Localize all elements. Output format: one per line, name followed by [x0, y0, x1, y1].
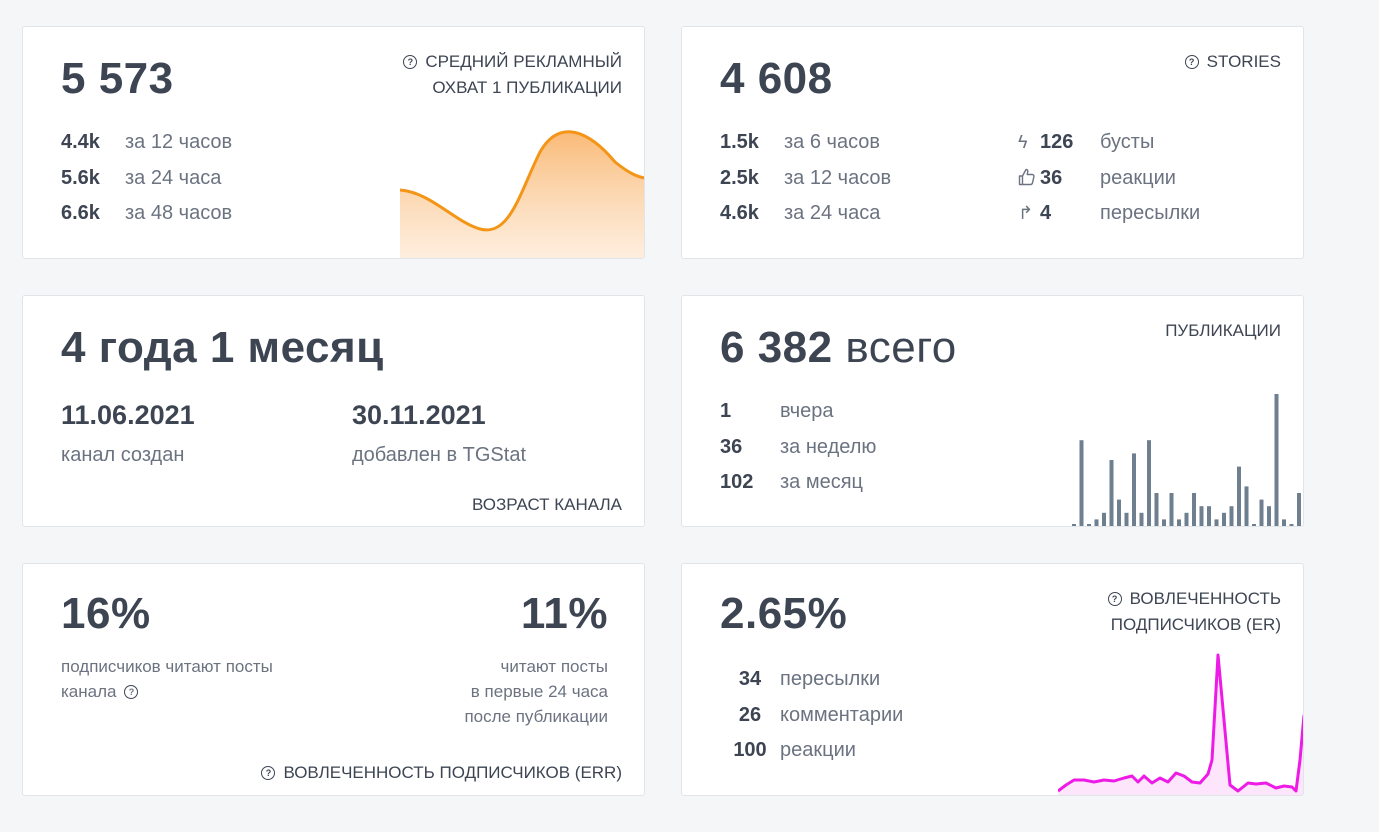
er-line — [1058, 653, 1303, 793]
posts-bar — [1154, 493, 1159, 526]
posts-bar — [1124, 512, 1129, 526]
posts-card: 6 382 всего ПУБЛИКАЦИИ 1 вчера 36 за недел… — [681, 295, 1304, 527]
reach-value: 5 573 — [61, 54, 174, 103]
stories-row: 4.6k за 24 часа — [720, 202, 881, 224]
posts-bar — [1222, 512, 1226, 526]
stories-stat-reactions: 36 реакции — [1018, 166, 1176, 190]
added-label: добавлен в TGStat — [352, 444, 527, 466]
posts-header: ПУБЛИКАЦИИ — [1165, 321, 1281, 340]
posts-bar — [1267, 506, 1271, 526]
posts-total-suffix: всего — [845, 323, 957, 372]
share-arrow-icon: ↱ — [1018, 203, 1034, 223]
stories-row: 1.5k за 6 часов — [720, 131, 881, 153]
added-date: 30.11.2021 — [352, 400, 486, 430]
bolt-icon: ϟ — [1018, 132, 1028, 152]
reach-area — [400, 131, 644, 258]
reach-row: 6.6k за 48 часов — [61, 202, 233, 224]
age-footer: ВОЗРАСТ КАНАЛА — [472, 495, 622, 514]
created-label: канал создан — [61, 444, 185, 466]
er-card: 2.65% ? ВОВЛЕЧЕННОСТЬ ПОДПИСЧИКОВ (ER) 34… — [681, 563, 1304, 796]
age-card: 4 года 1 месяц 11.06.2021 канал создан 3… — [22, 295, 645, 527]
reach-header[interactable]: ? СРЕДНИЙ РЕКЛАМНЫЙ ОХВАТ 1 ПУБЛИКАЦИИ — [403, 49, 622, 101]
posts-bar — [1147, 440, 1151, 526]
help-icon[interactable]: ? — [261, 766, 276, 780]
posts-bar — [1109, 460, 1114, 526]
er-row: 34 пересылки — [738, 668, 881, 690]
err-left-desc: подписчиков читают посты канала? — [61, 657, 273, 701]
posts-bar — [1199, 506, 1204, 526]
err-left-value: 16% — [61, 589, 151, 638]
posts-total: 6 382 — [720, 323, 833, 372]
er-sparkline — [1058, 653, 1303, 795]
posts-bar — [1252, 524, 1256, 526]
stories-stat-forwards: ↱ 4 пересылки — [1018, 202, 1201, 224]
stories-value: 4 608 — [720, 54, 833, 103]
posts-bar — [1214, 519, 1219, 526]
posts-bar-chart — [1072, 394, 1301, 526]
er-value: 2.65% — [720, 589, 848, 638]
err-right-desc: читают посты в первые 24 часа после публ… — [464, 657, 608, 726]
posts-bar — [1169, 493, 1174, 526]
posts-bar — [1207, 506, 1211, 526]
posts-bar — [1132, 453, 1136, 526]
created-date: 11.06.2021 — [61, 400, 195, 430]
posts-bar — [1259, 499, 1264, 526]
posts-bar — [1102, 512, 1106, 526]
err-card: 16% подписчиков читают посты канала? 11%… — [22, 563, 645, 796]
reach-line — [400, 130, 644, 232]
posts-bar — [1177, 519, 1181, 526]
err-right-value: 11% — [520, 589, 608, 638]
posts-bar — [1087, 524, 1091, 526]
stories-header[interactable]: ? STORIES — [1184, 49, 1281, 75]
posts-bar — [1229, 506, 1234, 526]
posts-value: 6 382 всего — [720, 326, 957, 370]
help-icon[interactable]: ? — [1107, 592, 1122, 606]
posts-row: 1 вчера — [720, 400, 834, 422]
stories-row: 2.5k за 12 часов — [720, 167, 892, 189]
er-header[interactable]: ? ВОВЛЕЧЕННОСТЬ ПОДПИСЧИКОВ (ER) — [1107, 586, 1281, 638]
posts-row: 102 за месяц — [720, 471, 864, 493]
err-footer[interactable]: ? ВОВЛЕЧЕННОСТЬ ПОДПИСЧИКОВ (ERR) — [261, 760, 622, 786]
reach-row: 5.6k за 24 часа — [61, 167, 222, 189]
reach-row: 4.4k за 12 часов — [61, 131, 233, 153]
posts-row: 36 за неделю — [720, 436, 877, 458]
posts-bar — [1079, 440, 1084, 526]
posts-bar — [1117, 499, 1121, 526]
er-row: 26 комментарии — [738, 704, 904, 726]
posts-bar — [1192, 493, 1196, 526]
age-value: 4 года 1 месяц — [61, 323, 384, 372]
posts-bar — [1274, 394, 1279, 526]
posts-bar — [1184, 512, 1189, 526]
reach-card: 5 573 ? СРЕДНИЙ РЕКЛАМНЫЙ ОХВАТ 1 ПУБЛИКА… — [22, 26, 645, 259]
reach-header-line2: ОХВАТ 1 ПУБЛИКАЦИИ — [432, 78, 622, 97]
posts-bar — [1162, 519, 1166, 526]
posts-bar — [1237, 466, 1241, 526]
stories-card: 4 608 ? STORIES 1.5k за 6 часов 2.5k за 12 … — [681, 26, 1304, 259]
help-icon[interactable]: ? — [403, 55, 418, 69]
posts-bar — [1289, 524, 1294, 526]
reach-header-line1: СРЕДНИЙ РЕКЛАМНЫЙ — [425, 52, 622, 71]
thumbs-up-icon — [1018, 166, 1040, 190]
posts-bar — [1094, 519, 1099, 526]
er-row: 100 реакции — [733, 739, 856, 761]
reach-sparkline — [400, 130, 644, 258]
help-icon[interactable]: ? — [1184, 55, 1199, 69]
stories-stat-boosts: ϟ 126 бусты — [1018, 131, 1155, 153]
help-icon[interactable]: ? — [124, 685, 139, 699]
posts-bar — [1244, 486, 1249, 526]
posts-bar — [1072, 524, 1076, 526]
posts-bar — [1139, 512, 1144, 526]
posts-bar — [1282, 519, 1286, 526]
posts-bar — [1297, 493, 1301, 526]
